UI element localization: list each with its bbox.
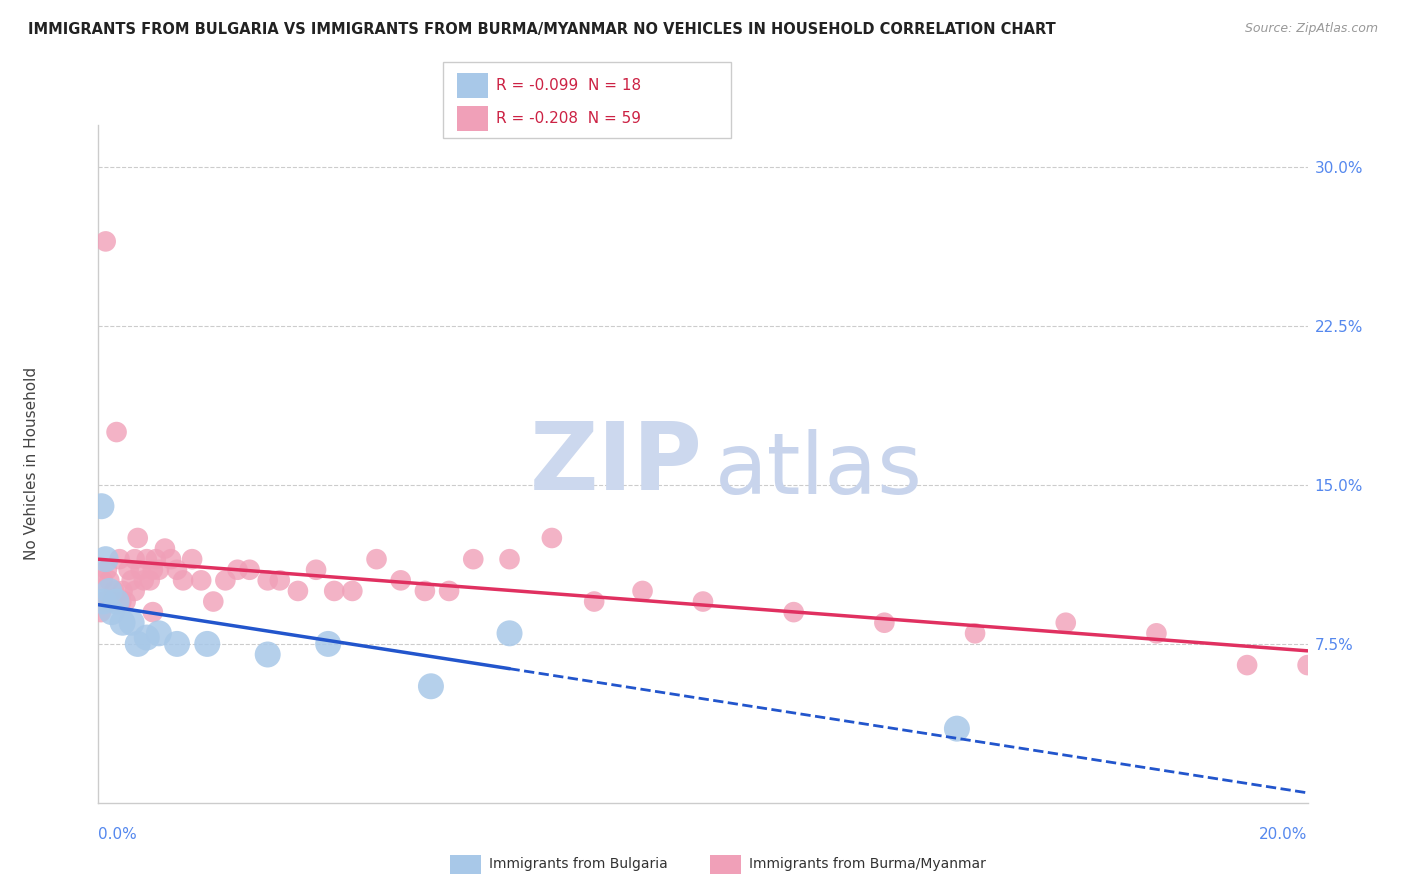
Point [91,574,114,588]
Point [127,637,149,651]
Point [103,584,125,599]
Text: No Vehicles in Household: No Vehicles in Household [24,368,39,560]
Text: IMMIGRANTS FROM BULGARIA VS IMMIGRANTS FROM BURMA/MYANMAR NO VEHICLES IN HOUSEHO: IMMIGRANTS FROM BULGARIA VS IMMIGRANTS F… [28,22,1056,37]
Point [93,594,115,608]
Point [105,594,128,608]
Point [498,552,520,566]
Point [1236,658,1258,673]
Point [111,615,134,630]
Point [1296,658,1319,673]
Point [190,574,212,588]
Text: 0.0%: 0.0% [98,827,138,841]
Point [142,563,165,577]
Point [90,605,112,619]
Point [94,552,117,566]
Point [135,552,157,566]
Point [118,563,141,577]
Point [202,594,225,608]
Point [98,584,121,599]
Point [389,574,412,588]
Point [226,563,249,577]
Point [135,631,157,645]
Point [98,574,121,588]
Point [181,552,204,566]
Point [463,552,485,566]
Point [153,541,176,556]
Point [166,637,188,651]
Point [124,584,146,599]
Point [96,563,118,577]
Point [129,563,152,577]
Point [108,552,131,566]
Point [631,584,654,599]
Point [783,605,806,619]
Point [287,584,309,599]
Point [342,584,364,599]
Point [692,594,714,608]
Text: Source: ZipAtlas.com: Source: ZipAtlas.com [1244,22,1378,36]
Point [583,594,606,608]
Point [366,552,388,566]
Point [100,605,122,619]
Point [121,574,143,588]
Point [305,563,328,577]
Text: R = -0.099  N = 18: R = -0.099 N = 18 [496,78,641,93]
Point [91,594,114,608]
Point [148,563,170,577]
Point [269,574,291,588]
Point [256,648,278,662]
Point [111,584,134,599]
Point [124,552,146,566]
Point [420,679,443,693]
Point [166,563,188,577]
Point [105,425,128,439]
Point [541,531,564,545]
Text: R = -0.208  N = 59: R = -0.208 N = 59 [496,112,641,126]
Point [965,626,987,640]
Point [142,605,165,619]
Point [100,594,122,608]
Point [114,594,136,608]
Point [139,574,162,588]
Point [94,235,117,249]
Point [160,552,183,566]
Text: Immigrants from Burma/Myanmar: Immigrants from Burma/Myanmar [749,857,986,871]
Text: 20.0%: 20.0% [1260,827,1308,841]
Point [214,574,236,588]
Point [127,531,149,545]
Point [437,584,460,599]
Point [1054,615,1077,630]
Point [195,637,218,651]
Text: atlas: atlas [716,429,924,512]
Point [323,584,346,599]
Point [316,637,339,651]
Text: ZIP: ZIP [530,417,703,510]
Point [413,584,436,599]
Point [256,574,278,588]
Point [132,574,155,588]
Point [172,574,194,588]
Point [498,626,520,640]
Point [873,615,896,630]
Point [148,626,170,640]
Point [145,552,167,566]
Point [946,722,969,736]
Point [1146,626,1168,640]
Point [121,615,143,630]
Text: Immigrants from Bulgaria: Immigrants from Bulgaria [489,857,668,871]
Point [90,500,112,514]
Point [239,563,262,577]
Point [110,594,132,608]
